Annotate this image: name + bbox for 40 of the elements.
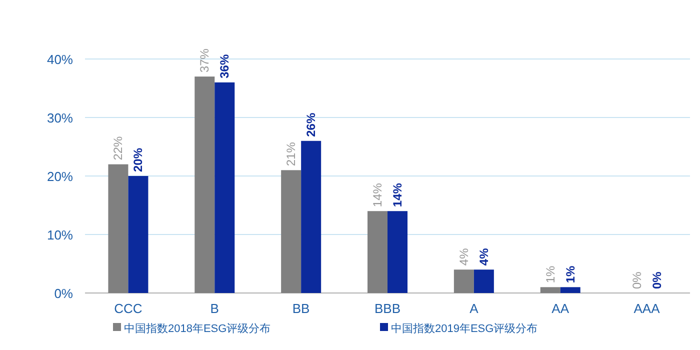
data-label: 0%	[650, 271, 664, 289]
bar	[540, 287, 560, 293]
data-label: 22%	[111, 136, 126, 160]
y-tick-label: 20%	[46, 169, 74, 184]
data-label: 0%	[630, 271, 644, 289]
y-tick-label: 40%	[46, 52, 74, 67]
y-tick-label: 30%	[46, 110, 74, 126]
data-label: 1%	[543, 265, 558, 284]
x-tick-label: A	[470, 301, 479, 316]
data-label: 14%	[390, 182, 404, 208]
bar	[368, 211, 388, 293]
bar	[388, 211, 408, 293]
bar	[128, 176, 148, 293]
x-tick-label: AA	[552, 301, 570, 316]
data-label: 1%	[563, 265, 578, 284]
bar	[560, 287, 580, 293]
x-tick-label: CCC	[114, 301, 142, 316]
bar	[474, 270, 494, 293]
bar	[108, 164, 128, 293]
y-tick-label: 0%	[54, 286, 74, 301]
data-label: 26%	[304, 112, 318, 137]
legend-label: 中国指数2019年ESG评级分布	[391, 322, 538, 335]
bar	[194, 76, 215, 293]
data-label: 21%	[284, 142, 298, 166]
x-tick-label: BBB	[374, 301, 401, 316]
data-label: 4%	[476, 248, 491, 266]
data-label: 4%	[456, 248, 471, 266]
x-tick-label: BB	[292, 301, 310, 316]
x-tick-label: B	[210, 301, 219, 316]
data-label: 14%	[370, 182, 384, 208]
bar	[301, 140, 322, 293]
bar	[281, 170, 302, 293]
bar	[214, 82, 235, 293]
data-label: 37%	[198, 48, 212, 73]
legend-label: 中国指数2018年ESG评级分布	[124, 322, 271, 335]
bar	[454, 270, 474, 293]
data-label: 20%	[131, 148, 146, 172]
y-tick-label: 10%	[46, 228, 74, 242]
x-tick-label: AAA	[634, 301, 660, 316]
data-label: 36%	[218, 54, 232, 78]
